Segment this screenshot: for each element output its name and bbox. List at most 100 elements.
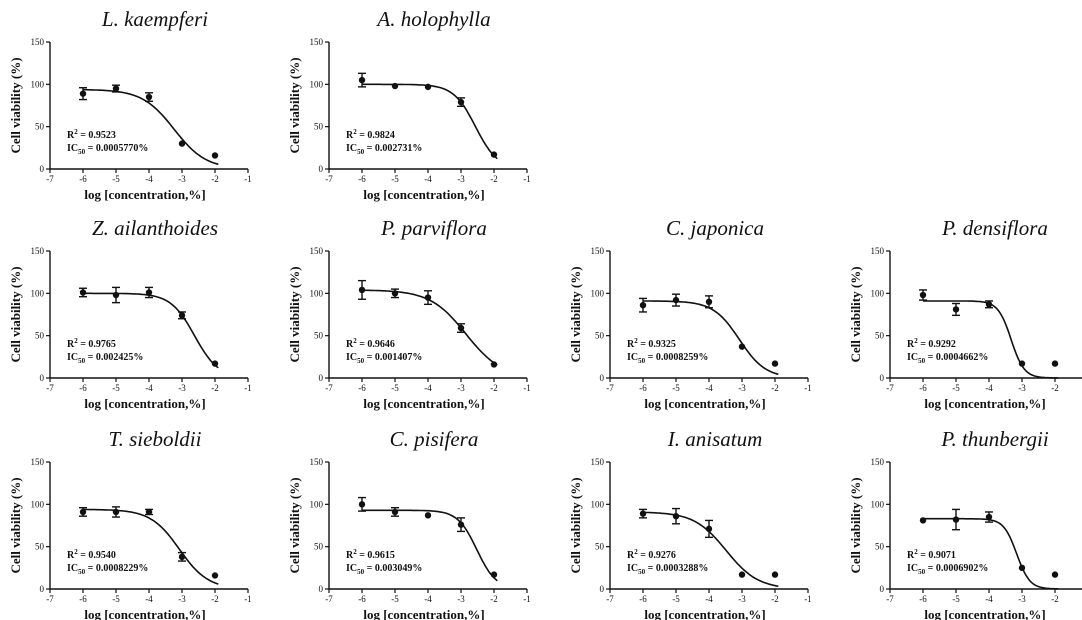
x-tick-label: -2	[490, 174, 498, 184]
y-tick-label: 0	[880, 373, 885, 383]
x-tick-label: -5	[391, 383, 399, 393]
y-axis-label: Cell viability (%)	[848, 266, 863, 362]
data-point	[358, 501, 366, 508]
ic50-value: = 0.003049%	[364, 563, 422, 574]
y-tick-label: 100	[591, 499, 605, 509]
ic50-label: IC	[67, 563, 78, 574]
data-point	[1018, 564, 1026, 572]
x-tick-label: -2	[211, 383, 219, 393]
chart-panel: T. sieboldii 0 50 100 150 -7 -6 -5 -4 -3 -2 -1 Cell …	[8, 427, 252, 620]
fit-curve	[643, 511, 779, 587]
chart-title: I. anisatum	[667, 427, 763, 451]
x-tick-label: -3	[178, 174, 186, 184]
x-tick-label: -5	[391, 594, 399, 604]
r2-annotation: R2 = 0.9765	[67, 337, 116, 350]
chart-panel: P. parviflora 0 50 100 150 -7 -6 -5 -4 -3 -2 -1 Cell…	[287, 216, 531, 411]
ic50-annotation: IC50 = 0.003049%	[346, 563, 422, 576]
data-point	[639, 510, 647, 517]
x-tick-label: -4	[424, 594, 432, 604]
x-tick-label: -3	[738, 594, 746, 604]
x-axis-label: log [concentration,%]	[363, 396, 484, 411]
data-point	[1018, 360, 1026, 367]
y-tick-label: 50	[875, 331, 885, 341]
y-tick-label: 0	[880, 584, 885, 594]
data-point	[358, 286, 366, 294]
chart-title: T. sieboldii	[109, 427, 202, 451]
x-tick-label: -7	[325, 383, 333, 393]
fit-curve	[83, 88, 219, 166]
r2-label: R	[67, 339, 75, 350]
data-point	[1051, 571, 1059, 578]
y-axis-label: Cell viability (%)	[8, 266, 23, 362]
x-tick-label: -3	[457, 174, 465, 184]
ic50-subscript: 50	[918, 357, 926, 365]
data-point	[112, 291, 120, 299]
ic50-subscript: 50	[638, 568, 646, 576]
r2-superscript: 2	[353, 128, 357, 136]
chart-title: L. kaempferi	[101, 7, 208, 31]
data-point	[985, 301, 993, 308]
data-point	[490, 361, 498, 368]
ic50-annotation: IC50 = 0.0005770%	[67, 143, 148, 156]
chart-panel: P. thunbergii050100150-7-6-5-4-3-2-1Cell…	[848, 427, 1082, 620]
x-tick-label: -2	[490, 594, 498, 604]
r2-annotation: R2 = 0.9523	[67, 128, 116, 141]
data-point	[391, 290, 399, 297]
y-tick-label: 50	[35, 542, 45, 552]
ic50-value: = 0.0008229%	[85, 563, 148, 574]
chart-panel: P. densiflora050100150-7-6-5-4-3-2-1Cell…	[848, 216, 1082, 411]
x-tick-label: -7	[606, 383, 614, 393]
x-tick-label: -2	[490, 383, 498, 393]
y-tick-label: 50	[875, 542, 885, 552]
y-axis-label: Cell viability (%)	[8, 57, 23, 153]
x-tick-label: -5	[952, 594, 960, 604]
data-point	[771, 571, 779, 578]
data-point	[178, 312, 186, 319]
x-axis-label: log [concentration,%]	[644, 607, 765, 620]
y-tick-label: 50	[314, 122, 324, 132]
y-tick-label: 50	[35, 122, 45, 132]
x-tick-label: -3	[457, 383, 465, 393]
ic50-label: IC	[907, 563, 918, 574]
data-point	[112, 508, 120, 516]
y-axis-label: Cell viability (%)	[848, 477, 863, 573]
r2-label: R	[346, 550, 354, 561]
ic50-value: = 0.002731%	[364, 143, 422, 154]
chart-title: Z. ailanthoides	[92, 216, 218, 240]
chart-title: P. parviflora	[380, 216, 487, 240]
x-tick-label: -3	[178, 383, 186, 393]
r2-value: = 0.9276	[638, 550, 676, 561]
x-tick-label: -2	[1051, 383, 1059, 393]
x-tick-label: -5	[112, 594, 120, 604]
y-tick-label: 150	[310, 37, 324, 47]
x-tick-label: -7	[606, 594, 614, 604]
chart-panel: I. anisatum 0 50 100 150 -7 -6 -5 -4 -3 -2 -1 Cell v…	[568, 427, 812, 620]
x-tick-label: -7	[325, 174, 333, 184]
data-point	[672, 512, 680, 520]
chart-panel: A. holophylla 0 50 100 150 -7 -6 -5 -4 -3 -2 -1 Cell…	[287, 7, 531, 202]
r2-label: R	[907, 339, 915, 350]
r2-label: R	[346, 130, 354, 141]
y-tick-label: 100	[591, 288, 605, 298]
x-tick-label: -4	[985, 594, 993, 604]
r2-superscript: 2	[914, 337, 918, 345]
y-tick-label: 0	[40, 584, 45, 594]
data-point	[178, 140, 186, 147]
data-point	[771, 360, 779, 367]
x-tick-label: -6	[919, 594, 927, 604]
data-point	[391, 508, 399, 516]
fit-curve	[83, 508, 219, 585]
fit-curve	[923, 517, 1059, 590]
x-tick-label: -3	[178, 594, 186, 604]
data-point	[952, 516, 960, 523]
data-point	[919, 517, 927, 524]
ic50-label: IC	[346, 143, 357, 154]
r2-label: R	[627, 339, 635, 350]
x-tick-label: -1	[523, 174, 531, 184]
y-tick-label: 150	[310, 246, 324, 256]
data-point	[705, 525, 713, 533]
data-point	[457, 98, 465, 106]
ic50-subscript: 50	[78, 357, 86, 365]
r2-label: R	[67, 130, 75, 141]
ic50-label: IC	[67, 143, 78, 154]
